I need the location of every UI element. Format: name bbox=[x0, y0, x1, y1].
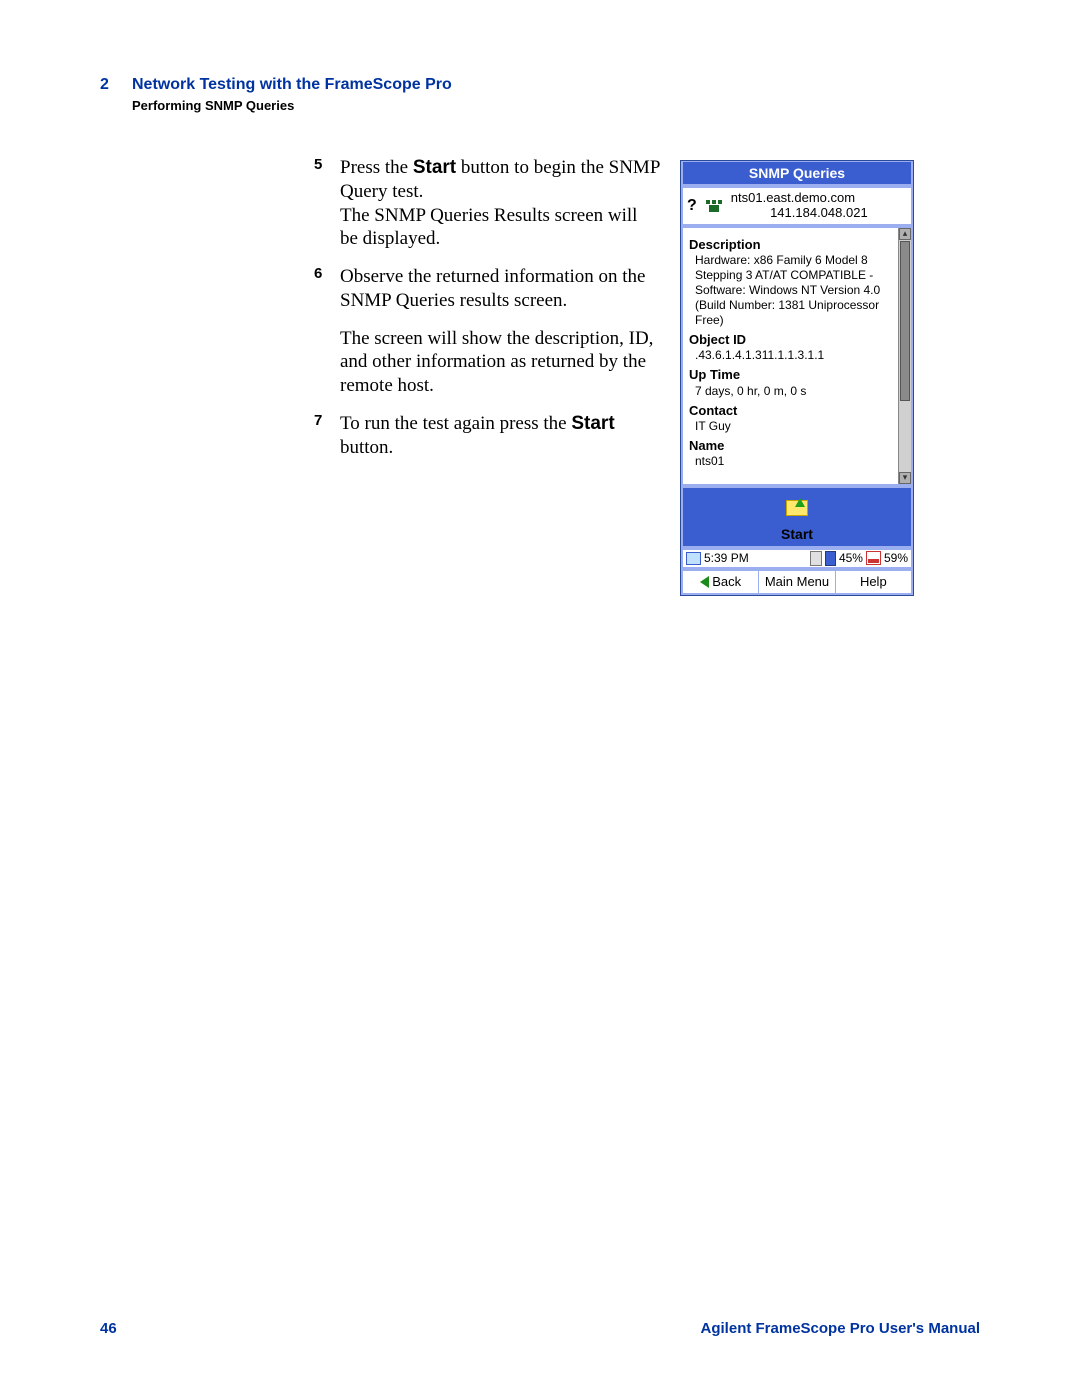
start-bar[interactable]: Start bbox=[681, 486, 913, 548]
description-value: Hardware: x86 Family 6 Model 8 Stepping … bbox=[695, 253, 905, 328]
section-subtitle: Performing SNMP Queries bbox=[132, 98, 294, 113]
step-6: 6 Observe the returned information on th… bbox=[340, 265, 660, 398]
storage-icon bbox=[866, 551, 881, 565]
objectid-value: .43.6.1.4.1.311.1.1.3.1.1 bbox=[695, 348, 905, 363]
back-arrow-icon bbox=[700, 576, 709, 588]
step-number: 7 bbox=[314, 412, 322, 431]
scroll-up-icon[interactable]: ▴ bbox=[899, 228, 911, 240]
results-panel: Description Hardware: x86 Family 6 Model… bbox=[681, 226, 913, 486]
help-button[interactable]: Help bbox=[836, 571, 911, 593]
device-screenshot: SNMP Queries ? nts01.east.demo.com 141.1… bbox=[680, 160, 914, 596]
battery-icon bbox=[825, 551, 836, 566]
instruction-column: 5 Press the Start button to begin the SN… bbox=[340, 156, 660, 473]
scrollbar[interactable]: ▴ ▾ bbox=[898, 228, 911, 484]
main-menu-button[interactable]: Main Menu bbox=[759, 571, 835, 593]
question-icon[interactable]: ? bbox=[687, 197, 697, 215]
status-bar: 5:39 PM 45% 59% bbox=[681, 548, 913, 569]
contact-value: IT Guy bbox=[695, 419, 905, 434]
step-text: button. bbox=[340, 437, 393, 458]
footer-title: Agilent FrameScope Pro User's Manual bbox=[701, 1320, 980, 1337]
start-icon bbox=[783, 500, 811, 524]
device-titlebar: SNMP Queries bbox=[681, 161, 913, 186]
host-ip: 141.184.048.021 bbox=[731, 206, 907, 221]
network-host-icon bbox=[703, 200, 725, 212]
name-value: nts01 bbox=[695, 454, 905, 469]
step-text: Press the bbox=[340, 157, 413, 178]
contact-label: Contact bbox=[689, 403, 905, 419]
storage-pct: 59% bbox=[884, 551, 908, 565]
back-button[interactable]: Back bbox=[683, 571, 759, 593]
uptime-value: 7 days, 0 hr, 0 m, 0 s bbox=[695, 384, 905, 399]
back-label: Back bbox=[712, 574, 741, 589]
step-5: 5 Press the Start button to begin the SN… bbox=[340, 156, 660, 251]
step-7: 7 To run the test again press the Start … bbox=[340, 412, 660, 460]
scroll-down-icon[interactable]: ▾ bbox=[899, 472, 911, 484]
manual-page: 2 Network Testing with the FrameScope Pr… bbox=[0, 0, 1080, 1397]
host-info: nts01.east.demo.com 141.184.048.021 bbox=[731, 191, 907, 221]
step-text: Observe the returned information on the … bbox=[340, 266, 645, 311]
page-number: 46 bbox=[100, 1320, 117, 1337]
description-label: Description bbox=[689, 237, 905, 253]
step-number: 5 bbox=[314, 156, 322, 175]
objectid-label: Object ID bbox=[689, 332, 905, 348]
chapter-title: Network Testing with the FrameScope Pro bbox=[132, 76, 452, 94]
step-text: The SNMP Queries Results screen will be … bbox=[340, 204, 660, 252]
battery-pct: 45% bbox=[839, 551, 863, 565]
step-number: 6 bbox=[314, 265, 322, 284]
monitor-icon bbox=[686, 552, 701, 565]
start-keyword: Start bbox=[571, 413, 614, 434]
name-label: Name bbox=[689, 438, 905, 454]
scroll-thumb[interactable] bbox=[900, 241, 910, 401]
step-text: To run the test again press the bbox=[340, 413, 571, 434]
device-host-bar: ? nts01.east.demo.com 141.184.048.021 bbox=[681, 186, 913, 226]
uptime-label: Up Time bbox=[689, 367, 905, 383]
nav-bar: Back Main Menu Help bbox=[681, 569, 913, 595]
pc-icon bbox=[810, 551, 822, 566]
start-label: Start bbox=[683, 526, 911, 542]
hostname: nts01.east.demo.com bbox=[731, 191, 907, 206]
start-keyword: Start bbox=[413, 157, 456, 178]
status-time: 5:39 PM bbox=[704, 551, 749, 565]
chapter-number: 2 bbox=[100, 76, 109, 94]
step-text: The screen will show the description, ID… bbox=[340, 327, 660, 398]
